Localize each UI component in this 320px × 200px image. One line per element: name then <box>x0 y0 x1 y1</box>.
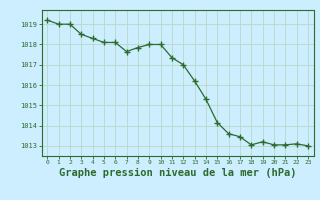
X-axis label: Graphe pression niveau de la mer (hPa): Graphe pression niveau de la mer (hPa) <box>59 168 296 178</box>
